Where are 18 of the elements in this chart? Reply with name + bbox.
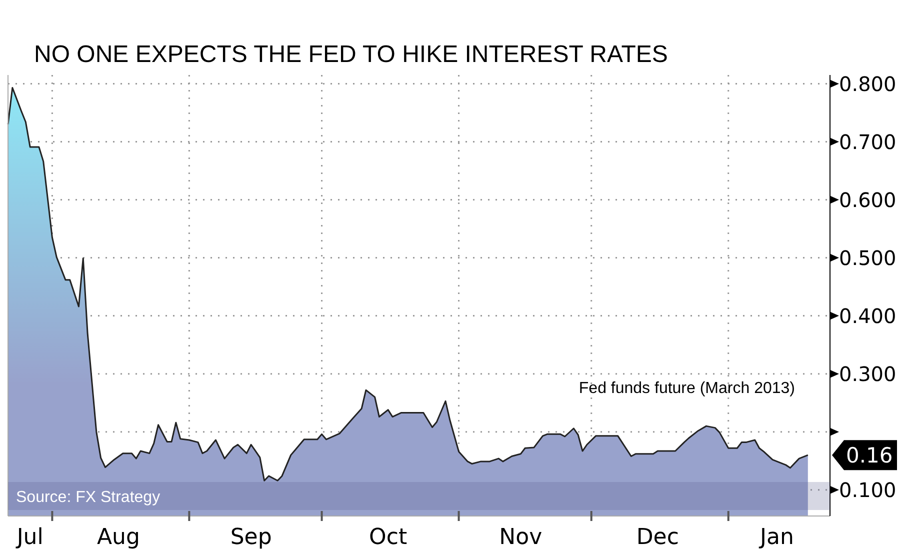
y-tick-label: 0.500 [839, 246, 896, 270]
y-tick-label: 0.300 [839, 362, 896, 386]
x-tick-label: Jan [758, 525, 794, 550]
y-tick-label: 0.700 [839, 130, 896, 154]
annotation: 0.16 [846, 444, 893, 468]
x-tick-label: Jul [14, 525, 44, 550]
x-tick-label: Oct [369, 525, 408, 550]
chart-title: NO ONE EXPECTS THE FED TO HIKE INTEREST RATES [34, 41, 668, 68]
x-tick-label: Dec [636, 525, 679, 550]
y-tick-label: 0.800 [839, 72, 896, 96]
y-tick-label: 0.600 [839, 188, 896, 212]
y-tick-label: 0.400 [839, 304, 896, 328]
series-label: Fed funds future (March 2013) [578, 380, 795, 398]
x-tick-label: Sep [230, 525, 272, 550]
x-tick-label: Aug [97, 525, 140, 550]
annotation: Source: FX Strategy [16, 489, 160, 506]
y-tick-label: 0.100 [839, 478, 896, 502]
x-tick-label: Nov [499, 525, 542, 550]
